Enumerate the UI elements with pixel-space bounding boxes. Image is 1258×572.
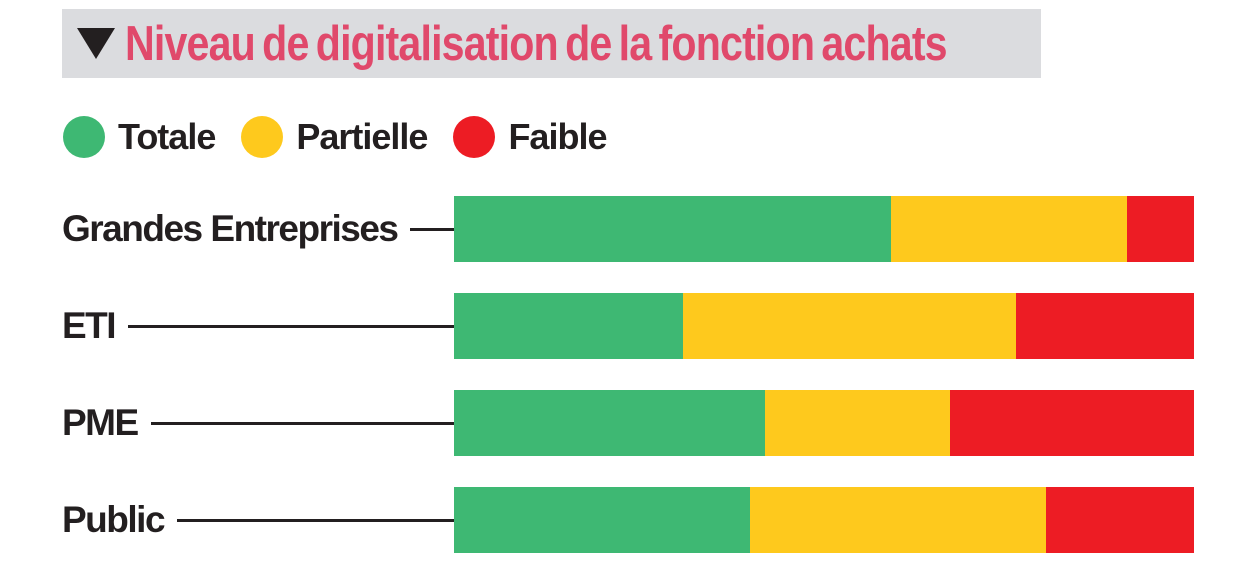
connector-line — [128, 324, 454, 328]
legend-swatch-circle-icon — [453, 116, 496, 158]
legend: Totale Partielle Faible — [63, 116, 1194, 158]
chart-row: Public — [62, 487, 1194, 553]
legend-item-totale: Totale — [63, 116, 216, 158]
legend-label: Partielle — [296, 116, 428, 157]
legend-swatch-circle-icon — [241, 116, 284, 158]
bar-segment-totale — [454, 487, 750, 553]
category-label: Public — [62, 499, 166, 540]
category-label: Grandes Entreprises — [62, 208, 399, 249]
chart-row: PME — [62, 390, 1194, 456]
bar-segment-faible — [1016, 293, 1194, 359]
stacked-bar — [454, 293, 1194, 359]
stacked-bar — [454, 196, 1194, 262]
stacked-bar — [454, 390, 1194, 456]
triangle-down-icon — [77, 28, 115, 59]
connector-line — [177, 518, 454, 522]
connector-line — [410, 227, 454, 231]
bar-segment-totale — [454, 196, 891, 262]
connector-line — [150, 421, 454, 425]
bar-segment-partielle — [764, 390, 950, 456]
bar-segment-partielle — [750, 487, 1046, 553]
chart-title-banner: Niveau de digitalisation de la fonction … — [62, 9, 1041, 78]
bar-segment-partielle — [890, 196, 1128, 262]
bar-segment-totale — [454, 293, 684, 359]
stacked-bar — [454, 487, 1194, 553]
legend-swatch-circle-icon — [63, 116, 105, 158]
bar-segment-faible — [949, 390, 1194, 456]
chart-rows: Grandes Entreprises ETI PME Public — [62, 196, 1194, 553]
chart-row: Grandes Entreprises — [62, 196, 1194, 262]
bar-segment-totale — [454, 390, 765, 456]
legend-label: Totale — [118, 116, 216, 157]
legend-label: Faible — [508, 116, 607, 157]
bar-segment-faible — [1127, 196, 1194, 262]
legend-item-faible: Faible — [453, 116, 607, 158]
category-label: PME — [62, 402, 139, 443]
chart-row: ETI — [62, 293, 1194, 359]
category-label: ETI — [62, 305, 117, 346]
legend-item-partielle: Partielle — [241, 116, 428, 158]
chart-title: Niveau de digitalisation de la fonction … — [125, 16, 948, 71]
bar-segment-faible — [1046, 487, 1194, 553]
bar-segment-partielle — [683, 293, 1017, 359]
